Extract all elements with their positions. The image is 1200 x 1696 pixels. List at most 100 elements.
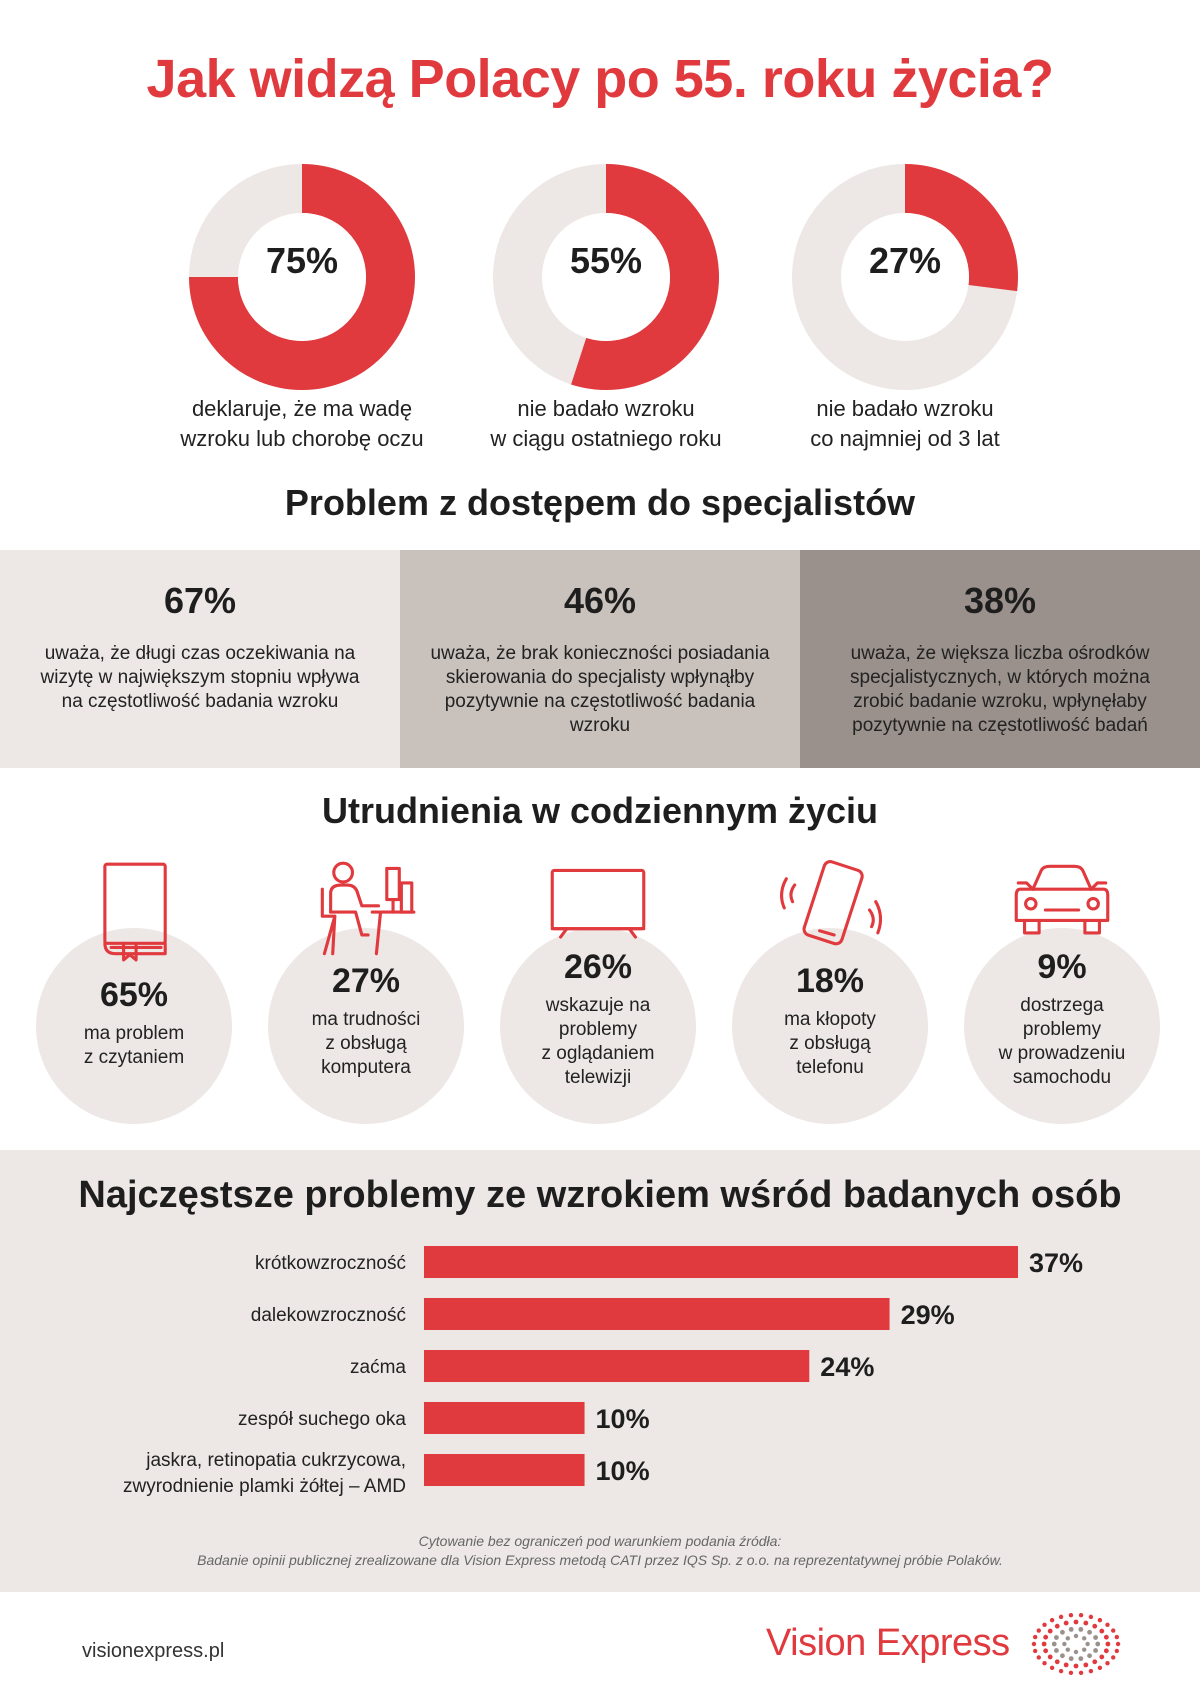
bar — [424, 1298, 890, 1330]
brand-logo-dot — [1092, 1623, 1098, 1629]
brand-logo-dot — [1068, 1670, 1074, 1675]
brand-logo-dot — [1065, 1636, 1070, 1641]
brand-logo-dot — [1060, 1653, 1065, 1659]
phone-icon — [780, 860, 882, 946]
brand-logo-dot — [1111, 1655, 1116, 1660]
daily-text-2-line-2: z obsługą — [325, 1033, 407, 1054]
brand-logo-dot — [1093, 1635, 1098, 1640]
donut-caption-2-line-2: w ciągu ostatniego roku — [490, 426, 722, 451]
website-link[interactable]: visionexpress.pl — [82, 1640, 225, 1662]
brand-logo-dot — [1051, 1641, 1057, 1647]
brand-logo-dot — [1042, 1661, 1047, 1666]
access-panel-1-value: 67% — [163, 580, 237, 621]
source-note: Cytowanie bez ograniczeń pod warunkiem p… — [0, 1532, 1200, 1570]
brand-logo-dot — [1093, 1648, 1098, 1653]
brand-logo-dot — [1083, 1620, 1089, 1626]
brand-logo-dot — [1103, 1648, 1109, 1654]
brand-logo-dot — [1032, 1648, 1038, 1654]
brand-logo-dot — [1085, 1641, 1090, 1647]
daily-text-5-line-2: problemy — [1022, 1019, 1102, 1040]
donut-slice — [905, 164, 1018, 292]
daily-text-1: ma problem z czytaniem — [36, 1022, 232, 1070]
bar-category-label: zwyrodnienie plamki żółtej – AMD — [123, 1476, 406, 1497]
brand-logo-dot — [1047, 1628, 1053, 1634]
brand-logo-dot — [1115, 1641, 1121, 1647]
daily-circle-2: 27% ma trudności z obsługą komputera — [268, 928, 464, 1124]
bar — [424, 1246, 1018, 1278]
daily-text-3-line-4: telewizji — [564, 1067, 632, 1088]
donut-caption-2-line-1: nie badało wzroku — [517, 396, 695, 421]
access-panel-3-value: 38% — [963, 580, 1037, 621]
brand-logo-dot — [1058, 1614, 1064, 1620]
donut-caption-2: nie badało wzroku w ciągu ostatniego rok… — [446, 394, 766, 454]
daily-circle-5: 9% dostrzega problemy w prowadzeniu samo… — [964, 928, 1160, 1124]
page-title: Jak widzą Polacy po 55. roku życia? — [146, 49, 1054, 109]
brand-logo-dot — [1078, 1613, 1084, 1618]
donut-caption-3-line-1: nie badało wzroku — [816, 396, 994, 421]
daily-text-3-line-1: wskazuje na — [545, 995, 651, 1016]
donut-caption-1-line-2: wzroku lub chorobę oczu — [180, 426, 424, 451]
source-note-line-2: Badanie opinii publicznej zrealizowane d… — [197, 1552, 1003, 1568]
daily-text-4-line-1: ma kłopoty — [784, 1009, 876, 1030]
brand-logo-dot — [1036, 1628, 1041, 1633]
brand-logo-dot — [1078, 1670, 1084, 1675]
brand-logo-dot — [1063, 1662, 1069, 1668]
brand-logo-dot — [1063, 1620, 1069, 1626]
brand-logo-dot — [1073, 1633, 1079, 1639]
donut-caption-3: nie badało wzroku co najmniej od 3 lat — [745, 394, 1065, 454]
brand-logo-dot — [1047, 1654, 1053, 1660]
brand-logo-dot — [1092, 1659, 1098, 1665]
access-panel-3: 38% uważa, że większa liczba ośrodków sp… — [800, 550, 1200, 768]
daily-text-2-line-1: ma trudności — [311, 1009, 421, 1030]
bar-chart: 37% krótkowzroczność 29% dalekowzroczność 24… — [123, 1246, 1083, 1497]
bar-value-label: 29% — [901, 1300, 955, 1330]
brand-logo-dot — [1043, 1648, 1049, 1654]
source-note-line-1: Cytowanie bez ograniczeń pod warunkiem p… — [418, 1533, 782, 1549]
donut-hole — [542, 213, 670, 341]
donut-value-3: 27% — [868, 240, 942, 281]
access-panel-2: 46% uważa, że brak konieczności posiadan… — [400, 550, 800, 768]
brand-logo-dot — [1062, 1641, 1067, 1647]
bar-category-label: krótkowzroczność — [255, 1253, 406, 1274]
daily-section-title: Utrudnienia w codziennym życiu — [321, 790, 879, 831]
brand-logo-dot — [1041, 1641, 1047, 1647]
brand-logo-dot — [1097, 1665, 1103, 1671]
donut-slice — [189, 164, 415, 390]
daily-text-5-line-1: dostrzega — [1020, 995, 1104, 1016]
daily-text-5: dostrzega problemy w prowadzeniu samocho… — [964, 994, 1160, 1090]
access-section-title: Problem z dostępem do specjalistów — [284, 482, 916, 523]
brand-logo-dot — [1105, 1661, 1110, 1666]
brand-logo-text: Vision Express — [766, 1622, 1010, 1664]
brand-logo-dot — [1031, 1641, 1037, 1647]
brand-logo-dot — [1058, 1668, 1064, 1674]
daily-text-1-line-2: z czytaniem — [83, 1047, 185, 1068]
brand-logo-dot — [1114, 1634, 1120, 1640]
brand-logo-dot — [1054, 1648, 1059, 1653]
brand-logo-dot — [1049, 1617, 1055, 1623]
brand-logo-dot — [1073, 1619, 1079, 1625]
brand-logo-dot — [1087, 1653, 1092, 1659]
tv-icon — [550, 868, 646, 939]
daily-value-4: 18% — [795, 962, 865, 1000]
brand-logo-dot — [1054, 1659, 1060, 1665]
brand-logo-dot — [1036, 1655, 1041, 1660]
daily-text-1-line-1: ma problem — [83, 1023, 185, 1044]
access-panel-2-text: uważa, że brak konieczności posiadania s… — [430, 643, 770, 736]
daily-circle-1: 65% ma problem z czytaniem — [36, 928, 232, 1124]
brand-logo-dot — [1032, 1634, 1038, 1640]
bar-category-label: zespół suchego oka — [238, 1409, 406, 1430]
brand-logo-icon — [1031, 1613, 1121, 1675]
daily-text-4-line-3: telefonu — [796, 1057, 864, 1078]
brand-logo-dot — [1097, 1617, 1103, 1623]
brand-logo-dot — [1083, 1662, 1089, 1668]
donut-caption-1-line-1: deklaruje, że ma wadę — [191, 396, 413, 421]
access-panel-1: 67% uważa, że długi czas oczekiwania na … — [0, 550, 400, 768]
daily-value-5: 9% — [1037, 948, 1087, 986]
daily-text-3-line-3: z oglądaniem — [541, 1043, 655, 1064]
brand-logo-dot — [1078, 1626, 1084, 1632]
daily-value-2: 27% — [331, 962, 401, 1000]
daily-text-5-line-3: w prowadzeniu — [998, 1043, 1126, 1064]
book-icon — [103, 862, 167, 962]
bar — [424, 1454, 585, 1486]
car-icon — [1014, 864, 1110, 935]
